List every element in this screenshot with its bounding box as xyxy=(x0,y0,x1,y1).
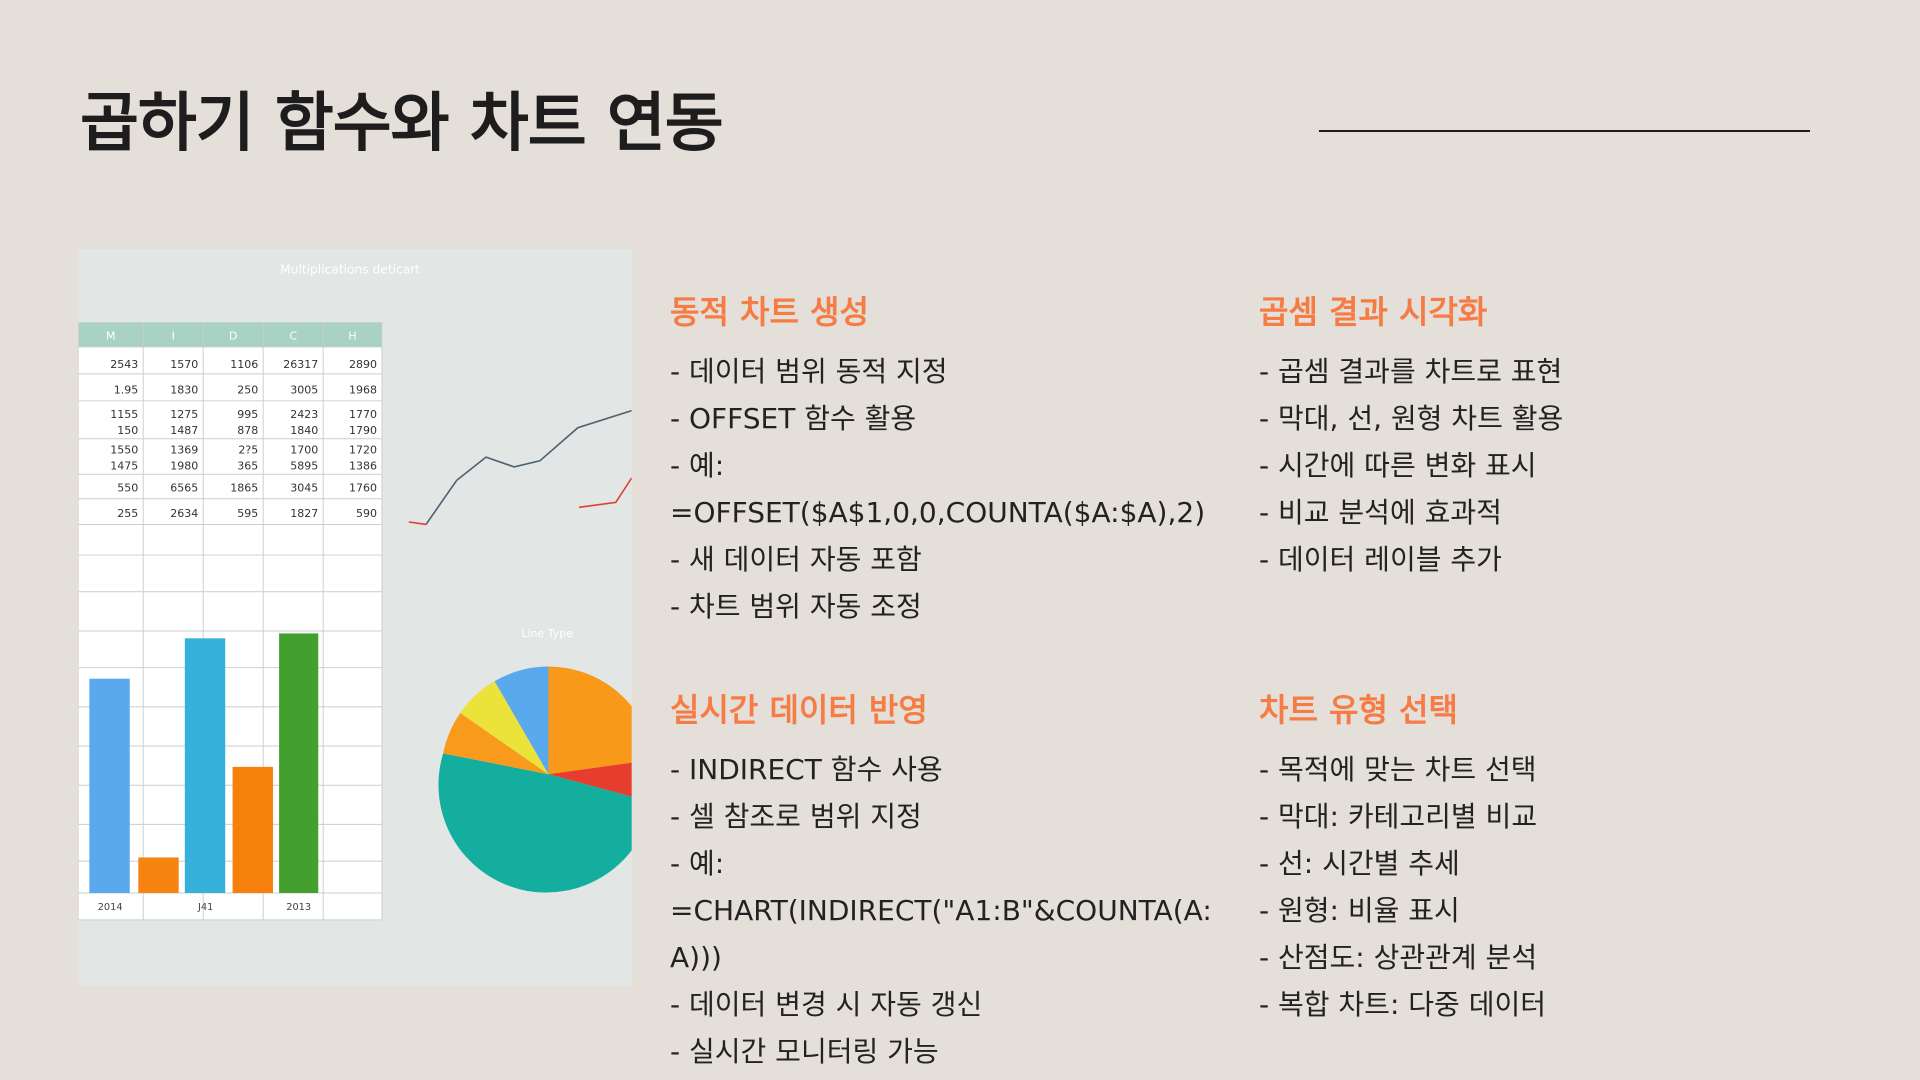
table-header: C xyxy=(289,330,297,343)
pie-label: Line Type xyxy=(521,627,573,640)
table-cell: 1386 xyxy=(349,459,377,472)
table-cell: 1720 xyxy=(349,443,377,456)
table-cell: 1840 xyxy=(290,424,318,437)
bar-label: 2013 xyxy=(286,902,311,913)
bullet-item: =CHART(INDIRECT("A1:B"&COUNTA(A:A))) xyxy=(670,894,1212,974)
pie-sketch xyxy=(438,666,632,893)
bar xyxy=(89,678,130,893)
bullet-item: - 막대: 카테고리별 비교 xyxy=(1259,800,1538,833)
section: 곱셈 결과 시각화 - 곱셈 결과를 차트로 표현 - 막대, 선, 원형 차트 활… xyxy=(1259,290,1819,583)
bullet-item: - 비교 분석에 효과적 xyxy=(1259,496,1502,529)
table-cell: 26317 xyxy=(283,358,318,371)
table-cell: 1770 xyxy=(349,408,377,421)
section: 실시간 데이터 반영 - INDIRECT 함수 사용 - 셀 참조로 범위 지정 -… xyxy=(670,688,1230,1075)
table-cell: 150 xyxy=(117,424,138,437)
table-cell: 1.95 xyxy=(114,383,139,396)
line-sketch xyxy=(578,477,632,509)
table-cell: 5895 xyxy=(290,459,318,472)
table-cell: 1475 xyxy=(110,459,138,472)
table-cell: 6565 xyxy=(170,481,198,494)
table-cell: 365 xyxy=(237,459,258,472)
table-cell: 1830 xyxy=(170,383,198,396)
table-cell: 2634 xyxy=(170,507,198,520)
bullet-item: - 셀 참조로 범위 지정 xyxy=(670,800,922,833)
table-header: D xyxy=(229,330,237,343)
sheet-header xyxy=(78,322,382,347)
bar-label: J41 xyxy=(197,902,213,913)
bullet-item: - 예: xyxy=(670,449,725,482)
bullet-item: - 산점도: 상관관계 분석 xyxy=(1259,941,1538,974)
bullet-item: - 막대, 선, 원형 차트 활용 xyxy=(1259,402,1564,435)
table-cell: 1155 xyxy=(110,408,138,421)
bullet-item: - 데이터 레이블 추가 xyxy=(1259,543,1502,576)
table-cell: 3005 xyxy=(290,383,318,396)
bullet-item: - INDIRECT 함수 사용 xyxy=(670,753,943,786)
table-cell: 878 xyxy=(237,424,258,437)
section-heading: 실시간 데이터 반영 xyxy=(670,691,928,729)
table-cell: 1968 xyxy=(349,383,377,396)
bullet-item: - 목적에 맞는 차트 선택 xyxy=(1259,753,1537,786)
bullet-item: - 데이터 범위 동적 지정 xyxy=(670,355,948,388)
table-cell: 1275 xyxy=(170,408,198,421)
table-cell: 2?5 xyxy=(238,443,258,456)
table-cell: 1827 xyxy=(290,507,318,520)
section: 동적 차트 생성 - 데이터 범위 동적 지정 - OFFSET 함수 활용 - 예:… xyxy=(670,290,1230,630)
section: 차트 유형 선택 - 목적에 맞는 차트 선택 - 막대: 카테고리별 비교 - 선:… xyxy=(1259,688,1819,1028)
table-header: I xyxy=(172,330,175,343)
table-cell: 550 xyxy=(117,481,138,494)
table-cell: 1865 xyxy=(230,481,258,494)
section-heading: 동적 차트 생성 xyxy=(670,293,869,331)
bullet-item: - 데이터 변경 시 자동 갱신 xyxy=(670,988,983,1021)
section-heading: 곱셈 결과 시각화 xyxy=(1259,293,1488,331)
table-cell: 590 xyxy=(356,507,377,520)
table-cell: 2423 xyxy=(290,408,318,421)
table-cell: 1790 xyxy=(349,424,377,437)
table-cell: 1980 xyxy=(170,459,198,472)
table-cell: 1369 xyxy=(170,443,198,456)
bar xyxy=(279,633,319,893)
slide-title: 곱하기 함수와 차트 연동 xyxy=(80,87,724,161)
bullet-item: - 복합 차트: 다중 데이터 xyxy=(1259,988,1546,1021)
table-header: H xyxy=(348,330,356,343)
bullet-item: - 곱셈 결과를 차트로 표현 xyxy=(1259,355,1563,388)
table-cell: 1106 xyxy=(230,358,258,371)
table-cell: 595 xyxy=(237,507,258,520)
line-sketch xyxy=(408,521,427,526)
bullet-item: - 시간에 따른 변화 표시 xyxy=(1259,449,1537,482)
table-cell: 1550 xyxy=(110,443,138,456)
bullet-item: - 원형: 비율 표시 xyxy=(1259,894,1460,927)
bullet-item: - 실시간 모니터링 가능 xyxy=(670,1035,939,1068)
table-cell: 250 xyxy=(237,383,258,396)
bullet-item: =OFFSET($A$1,0,0,COUNTA($A:$A),2) xyxy=(670,496,1206,529)
bar xyxy=(184,638,226,893)
title-rule xyxy=(1319,130,1810,132)
table-cell: 1487 xyxy=(170,424,198,437)
illustration: Multiplications deticart M I D C H 2543 1570 110… xyxy=(78,249,632,986)
bar xyxy=(138,857,179,893)
illustration-title: Multiplications deticart xyxy=(280,262,420,276)
bar xyxy=(232,766,273,893)
bullet-item: - 예: xyxy=(670,847,725,880)
section-heading: 차트 유형 선택 xyxy=(1259,691,1458,729)
bullet-item: - 차트 범위 자동 조정 xyxy=(670,590,922,623)
table-cell: 3045 xyxy=(290,481,318,494)
table-cell: 1570 xyxy=(170,358,198,371)
table-cell: 2890 xyxy=(349,358,377,371)
bar-label: 2014 xyxy=(98,902,123,913)
table-cell: 2543 xyxy=(110,358,138,371)
sheet-grid xyxy=(78,321,383,921)
bullet-item: - OFFSET 함수 활용 xyxy=(670,402,917,435)
table-cell: 1760 xyxy=(349,481,377,494)
bullet-item: - 선: 시간별 추세 xyxy=(1259,847,1460,880)
table-cell: 1700 xyxy=(290,443,318,456)
table-cell: 995 xyxy=(237,408,258,421)
bullet-item: - 새 데이터 자동 포함 xyxy=(670,543,922,576)
line-sketch xyxy=(425,409,632,525)
table-cell: 255 xyxy=(117,507,138,520)
table-header: M xyxy=(106,330,116,343)
